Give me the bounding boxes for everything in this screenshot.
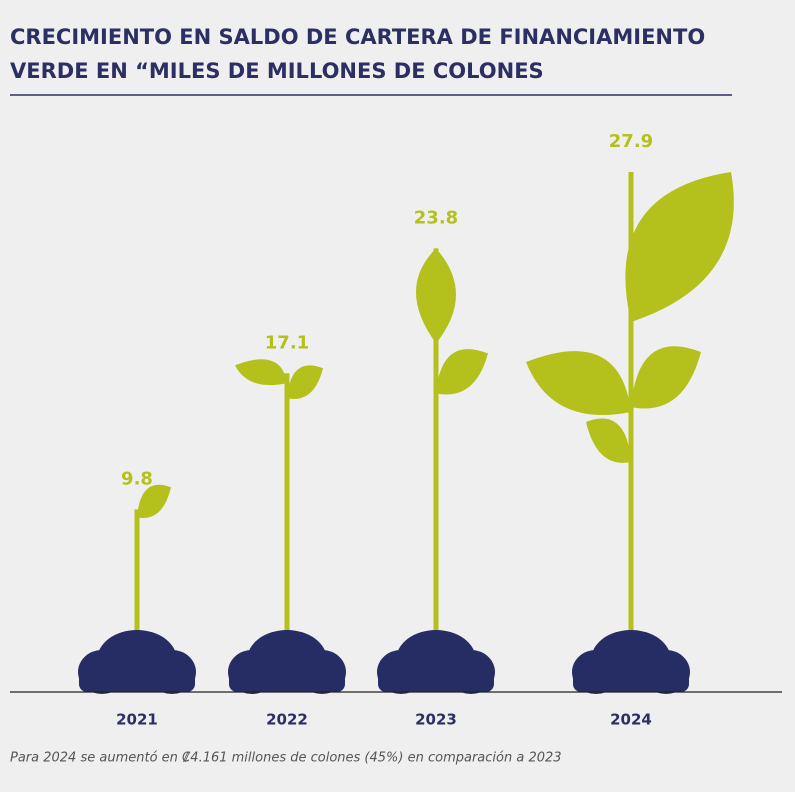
value-label: 23.8 xyxy=(414,207,458,228)
soil-part xyxy=(573,668,689,692)
leaf xyxy=(631,346,701,409)
x-tick-label: 2023 xyxy=(415,711,457,729)
leaf xyxy=(416,248,456,344)
footnote: Para 2024 se aumentó en ₡4.161 millones … xyxy=(10,751,562,766)
plant xyxy=(416,248,488,692)
soil-part xyxy=(79,668,195,692)
chart-title-line: VERDE EN “MILES DE MILLONES DE COLONES xyxy=(10,59,544,83)
value-label: 17.1 xyxy=(265,332,309,353)
soil xyxy=(377,630,495,694)
soil xyxy=(78,630,196,694)
leaf xyxy=(586,418,631,463)
x-tick-label: 2024 xyxy=(610,711,652,729)
x-tick-label: 2021 xyxy=(116,711,158,729)
soil-part xyxy=(229,668,345,692)
plant xyxy=(526,172,734,692)
value-label: 9.8 xyxy=(121,468,153,489)
soil xyxy=(572,630,690,694)
leaf xyxy=(137,484,171,518)
leaf xyxy=(436,349,488,395)
value-label: 27.9 xyxy=(609,131,653,152)
leaf xyxy=(287,365,323,400)
leaf xyxy=(235,359,287,386)
soil-part xyxy=(378,668,494,692)
soil xyxy=(228,630,346,694)
chart-title-line: CRECIMIENTO EN SALDO DE CARTERA DE FINAN… xyxy=(10,25,705,49)
x-tick-label: 2022 xyxy=(266,711,308,729)
leaf xyxy=(526,351,631,416)
leaf xyxy=(625,172,734,322)
